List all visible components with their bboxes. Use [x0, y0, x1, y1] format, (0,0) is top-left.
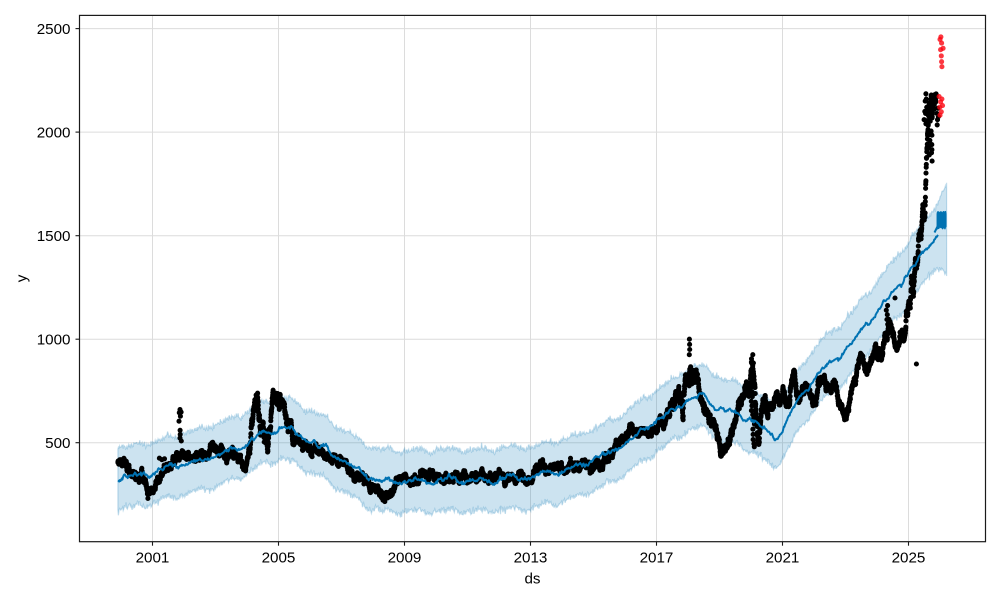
svg-text:2000: 2000 [37, 124, 71, 141]
svg-text:2017: 2017 [640, 550, 674, 567]
svg-text:2001: 2001 [136, 550, 170, 567]
svg-text:ds: ds [524, 571, 540, 588]
svg-text:y: y [13, 274, 30, 282]
svg-text:2021: 2021 [766, 550, 800, 567]
svg-text:2025: 2025 [892, 550, 926, 567]
svg-text:2009: 2009 [388, 550, 422, 567]
svg-text:2500: 2500 [37, 21, 71, 38]
svg-text:500: 500 [45, 435, 70, 452]
svg-text:2005: 2005 [262, 550, 296, 567]
svg-text:1000: 1000 [37, 332, 71, 349]
svg-text:2013: 2013 [514, 550, 548, 567]
svg-text:1500: 1500 [37, 228, 71, 245]
